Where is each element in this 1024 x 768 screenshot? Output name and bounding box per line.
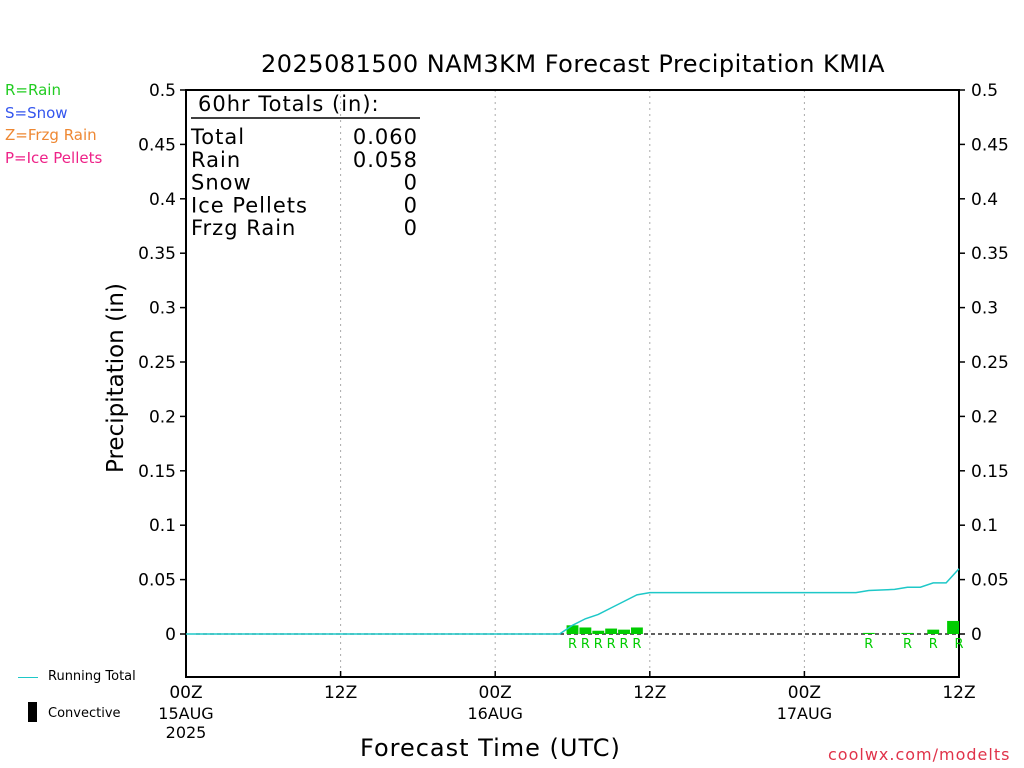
ptype-label: R: [864, 637, 873, 652]
ptype-label: R: [581, 637, 590, 652]
plot-frame: [185, 89, 960, 678]
y-tick-label-right: 0.1: [971, 516, 998, 536]
ptype-label: R: [607, 637, 616, 652]
running-total-legend-label: Running Total: [48, 669, 136, 684]
totals-row-value: 0.060: [353, 125, 418, 149]
totals-row-value: 0: [404, 193, 418, 217]
totals-row-value: 0: [404, 216, 418, 240]
precip-bar: [947, 620, 959, 634]
y-tick-label-right: 0.45: [971, 135, 1009, 155]
y-tick-label-left: 0.5: [149, 81, 176, 101]
x-tick-label: 12Z: [633, 683, 666, 703]
legend-rain: R=Rain: [5, 81, 61, 99]
y-tick-label-right: 0.4: [971, 190, 998, 210]
precip-bar: [630, 627, 643, 634]
totals-row-value: 0.058: [353, 148, 418, 172]
totals-row-label: Total: [190, 125, 245, 149]
y-tick-label-left: 0.1: [149, 516, 176, 536]
precip-bar: [862, 632, 875, 634]
legend-snow: S=Snow: [5, 104, 68, 122]
y-tick-label-right: 0.05: [971, 571, 1009, 591]
y-tick-label-left: 0.4: [149, 190, 176, 210]
x-tick-label: 12Z: [942, 683, 975, 703]
ptype-label: R: [594, 637, 603, 652]
credit-link[interactable]: coolwx.com/modelts: [828, 745, 1011, 764]
y-tick-label-right: 0.2: [971, 407, 998, 427]
totals-row-label: Ice Pellets: [191, 193, 308, 217]
legend-frzg-rain: Z=Frzg Rain: [5, 126, 97, 144]
y-tick-label-left: 0.05: [138, 571, 176, 591]
y-tick-label-left: 0: [165, 625, 176, 645]
precip-bar: [927, 629, 940, 634]
y-tick-label-right: 0: [971, 625, 982, 645]
x-tick-date: 16AUG: [467, 704, 522, 723]
totals-row-label: Rain: [191, 148, 241, 172]
precip-bar: [566, 625, 579, 634]
ptype-label: R: [632, 637, 641, 652]
x-tick-label: 00Z: [169, 683, 202, 703]
precip-bar: [605, 628, 618, 634]
ptype-label: R: [568, 637, 577, 652]
running-total-swatch: [18, 677, 38, 678]
y-tick-label-left: 0.2: [149, 407, 176, 427]
ptype-label: R: [620, 637, 629, 652]
precip-bar: [901, 632, 914, 634]
totals-heading: 60hr Totals (in):: [198, 92, 380, 116]
x-tick-label: 12Z: [324, 683, 357, 703]
y-tick-label-right: 0.35: [971, 244, 1009, 264]
convective-legend-label: Convective: [48, 706, 121, 721]
ptype-label: R: [903, 637, 912, 652]
y-tick-label-left: 0.25: [138, 353, 176, 373]
precip-bar: [618, 629, 630, 634]
x-tick-label: 00Z: [479, 683, 512, 703]
precip-bar: [592, 630, 605, 634]
ptype-label: R: [954, 637, 963, 652]
x-tick-year: 2025: [166, 723, 207, 742]
running-total-line: [186, 568, 960, 635]
precip-bar: [579, 627, 592, 634]
y-tick-label-right: 0.15: [971, 462, 1009, 482]
y-tick-label-right: 0.3: [971, 299, 998, 319]
convective-swatch: [28, 702, 37, 722]
ptype-label: R: [929, 637, 938, 652]
y-tick-label-right: 0.25: [971, 353, 1009, 373]
totals-row-label: Frzg Rain: [191, 216, 296, 240]
y-tick-label-left: 0.35: [138, 244, 176, 264]
chart-title: 2025081500 NAM3KM Forecast Precipitation…: [260, 50, 885, 78]
x-axis-label: Forecast Time (UTC): [360, 734, 621, 762]
totals-row-label: Snow: [191, 171, 252, 195]
y-tick-label-left: 0.45: [138, 135, 176, 155]
totals-row-value: 0: [404, 171, 418, 195]
y-tick-label-left: 0.3: [149, 299, 176, 319]
y-tick-label-right: 0.5: [971, 81, 998, 101]
legend-ice-pellets: P=Ice Pellets: [5, 149, 103, 167]
x-tick-date: 15AUG: [158, 704, 213, 723]
x-tick-date: 17AUG: [777, 704, 832, 723]
x-tick-label: 00Z: [788, 683, 821, 703]
y-tick-label-left: 0.15: [138, 462, 176, 482]
